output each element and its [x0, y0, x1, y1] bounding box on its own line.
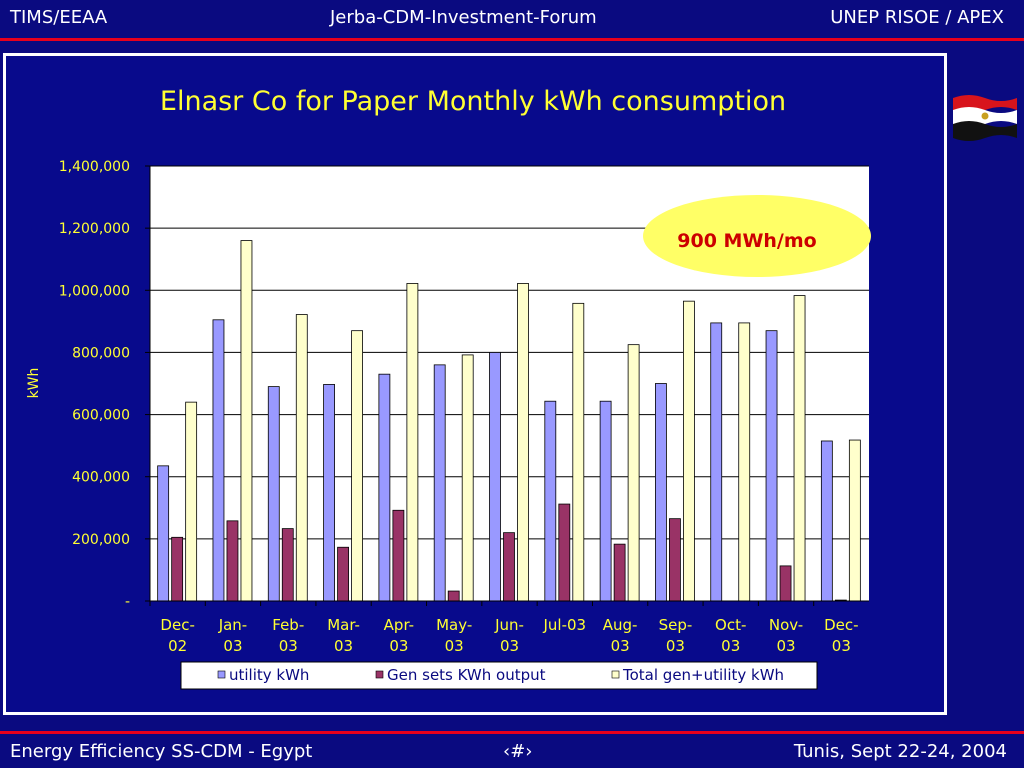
bar-gensets-kwh — [669, 518, 681, 602]
y-tick-label: 400,000 — [72, 470, 130, 486]
x-tick-label: Aug- — [603, 616, 638, 634]
bar-total-kwh — [848, 439, 861, 602]
header-divider — [0, 38, 1024, 41]
bar-utility-kwh — [157, 465, 170, 602]
x-tick-label: 03 — [611, 637, 630, 655]
bar-total-kwh — [461, 354, 474, 602]
x-tick-label: Nov- — [769, 616, 803, 634]
egypt-flag-icon — [953, 95, 1017, 141]
x-tick-label: 03 — [389, 637, 408, 655]
x-tick-label: 03 — [445, 637, 464, 655]
footer-divider — [0, 731, 1024, 734]
bar-total-kwh — [240, 240, 253, 602]
bar-gensets-kwh — [281, 528, 294, 602]
slide-footer: Energy Efficiency SS-CDM - Egypt ‹#› Tun… — [0, 738, 1024, 768]
bar-utility-kwh — [544, 400, 557, 602]
slide-number: ‹#› — [503, 741, 533, 762]
x-tick-label: 03 — [334, 637, 353, 655]
bar-utility-kwh — [433, 364, 446, 602]
x-tick-label: Oct- — [715, 616, 746, 634]
footer-right-text: Tunis, Sept 22-24, 2004 — [793, 741, 1007, 762]
y-tick-label: - — [125, 594, 130, 610]
x-tick-label: Jun- — [494, 616, 524, 634]
x-tick-label: May- — [436, 616, 472, 634]
callout-bubble — [643, 195, 871, 277]
y-tick-label: 1,200,000 — [59, 221, 130, 237]
y-tick-label: 1,000,000 — [59, 283, 130, 299]
x-tick-label: 03 — [500, 637, 519, 655]
bar-utility-kwh — [489, 352, 501, 602]
header-right-text: UNEP RISOE / APEX — [830, 7, 1004, 28]
x-tick-label: 02 — [168, 637, 187, 655]
bar-utility-kwh — [212, 319, 225, 602]
x-tick-label: 03 — [776, 637, 795, 655]
y-axis-label: kWh — [26, 368, 42, 399]
header-left-text: TIMS/EEAA — [10, 7, 108, 28]
x-tick-label: Jul-03 — [543, 616, 587, 634]
bar-utility-kwh — [655, 383, 667, 602]
bars — [157, 240, 861, 602]
x-tick-label: Jan- — [218, 616, 248, 634]
x-tick-label: Sep- — [659, 616, 693, 634]
legend-box — [180, 661, 818, 690]
y-axis-ticks: - 200,000 400,000 600,000 800,000 1,000,000 1,… — [59, 159, 151, 610]
x-tick-label: 03 — [832, 637, 851, 655]
bar-gensets-kwh — [558, 503, 571, 602]
x-tick-label: Dec- — [824, 616, 858, 634]
bar-total-kwh — [738, 322, 751, 602]
bar-gensets-kwh — [226, 520, 239, 602]
footer-left-text: Energy Efficiency SS-CDM - Egypt — [10, 741, 313, 762]
chart-title: Elnasr Co for Paper Monthly kWh consumpt… — [160, 86, 786, 117]
x-tick-label: Apr- — [384, 616, 414, 634]
header-center-text: Jerba-CDM-Investment-Forum — [330, 7, 597, 28]
bar-total-kwh — [683, 300, 695, 602]
x-tick-label: Dec- — [160, 616, 194, 634]
x-tick-label: Feb- — [272, 616, 304, 634]
bar-gensets-kwh — [171, 536, 184, 602]
legend-label: Gen sets KWh output — [387, 666, 546, 684]
bar-utility-kwh — [599, 400, 612, 602]
bar-utility-kwh — [267, 386, 280, 602]
bar-utility-kwh — [765, 330, 778, 602]
x-tick-label: 03 — [223, 637, 242, 655]
legend-swatch — [611, 670, 620, 679]
bar-gensets-kwh — [337, 546, 349, 602]
bar-gensets-kwh — [392, 509, 405, 602]
bar-gensets-kwh — [503, 532, 515, 602]
x-tick-label: Mar- — [327, 616, 360, 634]
bar-utility-kwh — [710, 322, 723, 602]
legend: utility kWh Gen sets KWh output Total gen+… — [217, 666, 784, 684]
callout-text: 900 MWh/mo — [677, 230, 816, 252]
bar-gensets-kwh — [779, 565, 792, 602]
bar-total-kwh — [627, 344, 640, 602]
legend-label: Total gen+utility kWh — [622, 666, 784, 684]
bar-total-kwh — [406, 283, 419, 602]
bar-total-kwh — [185, 401, 198, 602]
bar-utility-kwh — [323, 384, 335, 602]
bar-utility-kwh — [378, 373, 391, 602]
y-tick-label: 600,000 — [72, 408, 130, 424]
y-tick-label: 1,400,000 — [59, 159, 130, 175]
x-axis-ticks: Dec- 02 Jan- 03 Feb- 03 Mar- 03 Apr- 03 May- 03 Jun-… — [149, 600, 869, 655]
x-tick-label: 03 — [279, 637, 298, 655]
x-tick-label: 03 — [666, 637, 685, 655]
bar-total-kwh — [793, 295, 806, 602]
y-tick-label: 800,000 — [72, 345, 130, 361]
bar-gensets-kwh — [613, 543, 626, 602]
bar-total-kwh — [517, 283, 529, 602]
bar-gensets-kwh — [447, 590, 460, 602]
bar-total-kwh — [295, 314, 308, 602]
x-tick-label: 03 — [721, 637, 740, 655]
bar-utility-kwh — [820, 440, 833, 602]
legend-swatch — [217, 670, 226, 679]
legend-label: utility kWh — [229, 666, 309, 684]
bar-total-kwh — [351, 330, 363, 602]
bar-total-kwh — [572, 302, 585, 602]
slide-header: TIMS/EEAA Jerba-CDM-Investment-Forum UNE… — [0, 0, 1024, 36]
legend-swatch — [375, 670, 384, 679]
y-tick-label: 200,000 — [72, 532, 130, 548]
